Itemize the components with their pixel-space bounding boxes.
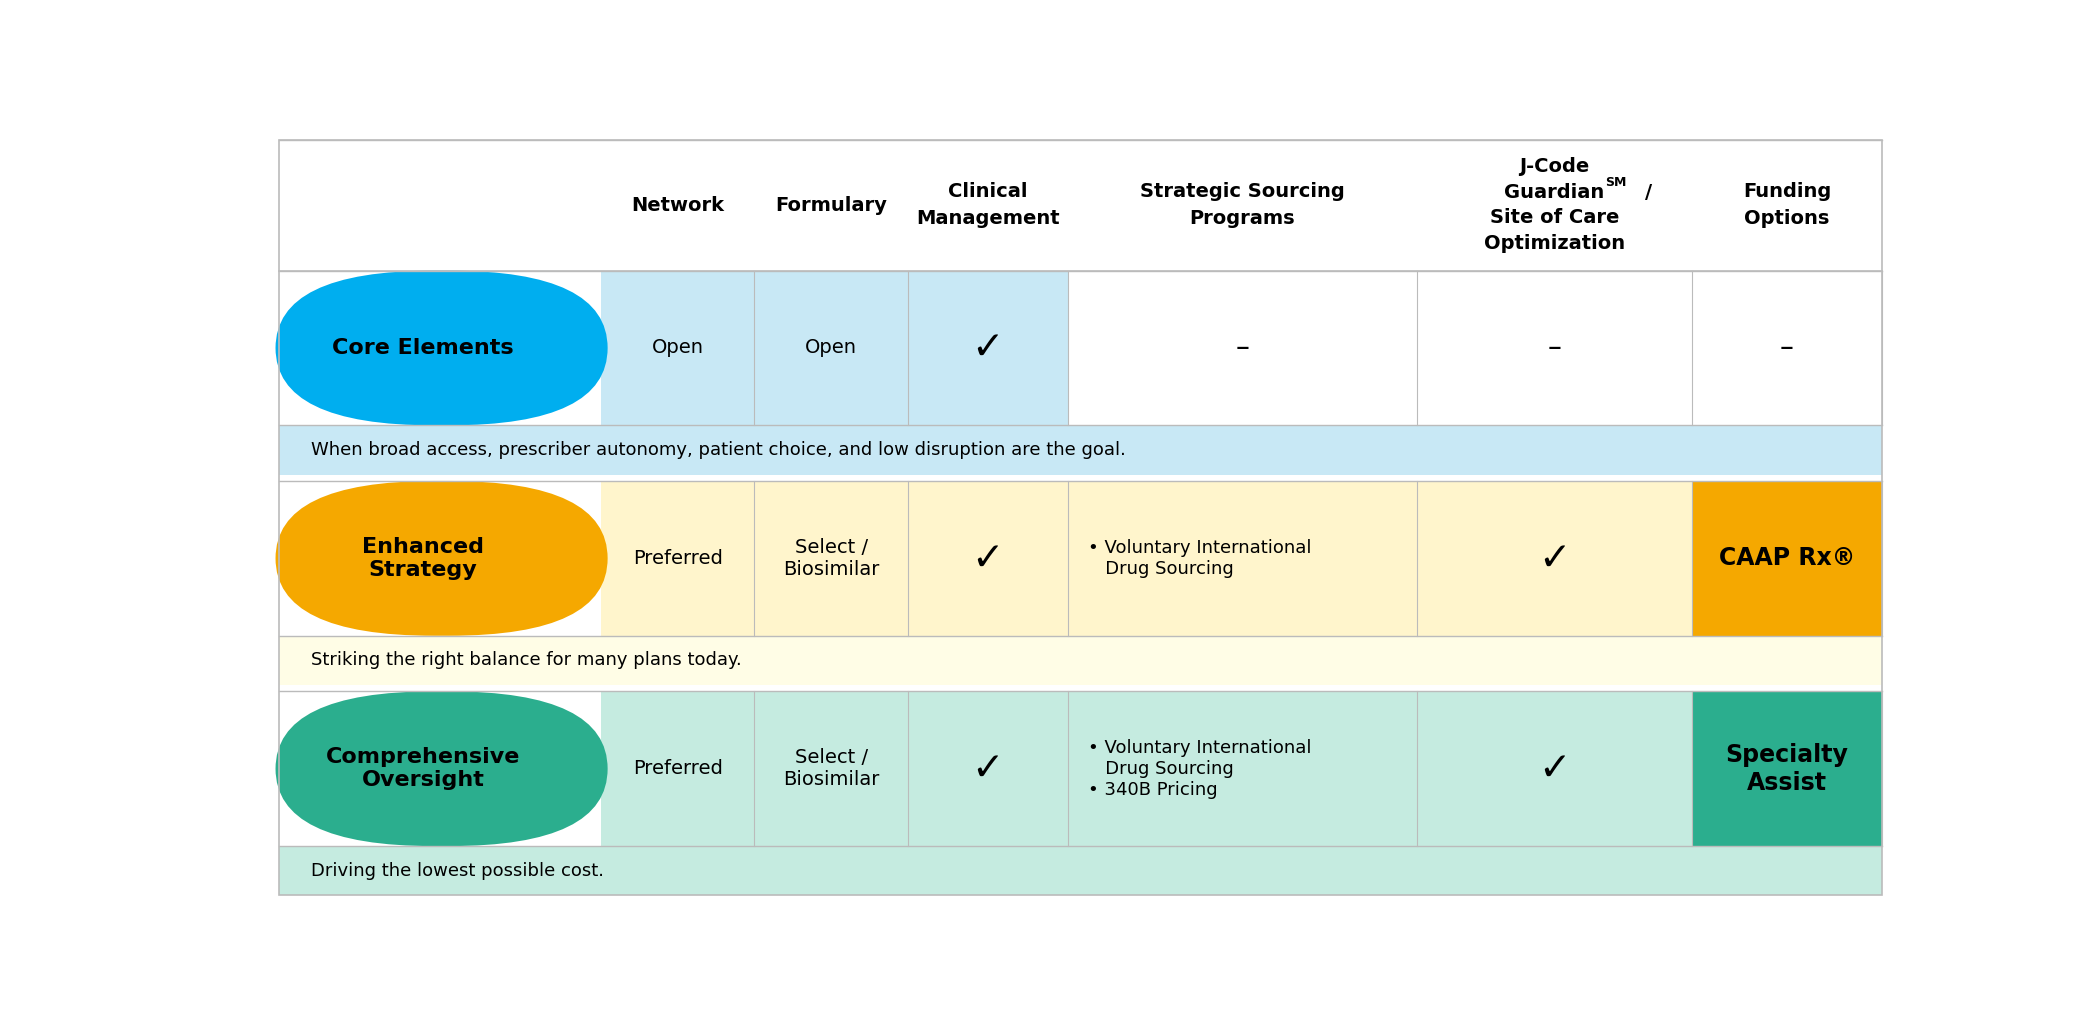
- Bar: [279, 846, 1882, 895]
- Text: Driving the lowest possible cost.: Driving the lowest possible cost.: [311, 862, 605, 879]
- Bar: [1418, 481, 1693, 636]
- Text: ✓: ✓: [972, 329, 1004, 367]
- Text: Preferred: Preferred: [632, 548, 722, 568]
- Text: –: –: [1548, 334, 1560, 362]
- Text: Open: Open: [651, 338, 704, 358]
- Text: When broad access, prescriber autonomy, patient choice, and low disruption are t: When broad access, prescriber autonomy, …: [311, 441, 1126, 459]
- Text: Guardian: Guardian: [1504, 182, 1604, 202]
- Text: • Voluntary International
   Drug Sourcing
• 340B Pricing: • Voluntary International Drug Sourcing …: [1088, 739, 1310, 799]
- Text: ✓: ✓: [1537, 539, 1571, 577]
- Bar: [1069, 692, 1418, 846]
- Text: J-Code: J-Code: [1518, 158, 1590, 176]
- Bar: [754, 481, 907, 636]
- Text: Preferred: Preferred: [632, 759, 722, 778]
- Bar: [754, 270, 907, 426]
- Text: ✓: ✓: [972, 539, 1004, 577]
- Text: Specialty
Assist: Specialty Assist: [1726, 743, 1848, 795]
- Bar: [601, 270, 754, 426]
- Text: Formulary: Formulary: [775, 196, 886, 214]
- Text: Network: Network: [632, 196, 724, 214]
- Text: Select /
Biosimilar: Select / Biosimilar: [783, 749, 880, 790]
- Text: ✓: ✓: [1537, 750, 1571, 788]
- FancyBboxPatch shape: [275, 270, 607, 426]
- Text: Striking the right balance for many plans today.: Striking the right balance for many plan…: [311, 652, 741, 669]
- Text: ✓: ✓: [972, 750, 1004, 788]
- Text: Comprehensive
Oversight: Comprehensive Oversight: [326, 747, 521, 791]
- Bar: [279, 426, 1882, 474]
- Bar: [1693, 481, 1882, 636]
- Text: Options: Options: [1745, 208, 1829, 228]
- Bar: [601, 481, 754, 636]
- Text: Site of Care: Site of Care: [1489, 208, 1619, 227]
- Bar: [907, 481, 1069, 636]
- Text: /: /: [1644, 182, 1653, 202]
- Text: Funding: Funding: [1743, 182, 1831, 201]
- Text: –: –: [1781, 334, 1793, 362]
- Bar: [279, 139, 1882, 270]
- Text: Core Elements: Core Elements: [332, 338, 514, 358]
- Bar: [1069, 481, 1418, 636]
- Bar: [1693, 270, 1882, 426]
- Text: SM: SM: [1604, 175, 1628, 189]
- Bar: [907, 692, 1069, 846]
- Text: CAAP Rx®: CAAP Rx®: [1718, 546, 1854, 570]
- Text: Strategic Sourcing: Strategic Sourcing: [1140, 182, 1344, 201]
- Text: Optimization: Optimization: [1485, 234, 1625, 253]
- FancyBboxPatch shape: [275, 692, 607, 846]
- Bar: [754, 692, 907, 846]
- Bar: [1418, 692, 1693, 846]
- Text: • Voluntary International
   Drug Sourcing: • Voluntary International Drug Sourcing: [1088, 539, 1310, 577]
- Bar: [601, 692, 754, 846]
- Text: Select /
Biosimilar: Select / Biosimilar: [783, 538, 880, 578]
- Bar: [1069, 270, 1418, 426]
- FancyBboxPatch shape: [275, 481, 607, 636]
- Bar: [907, 270, 1069, 426]
- Bar: [1693, 692, 1882, 846]
- Text: Management: Management: [916, 208, 1060, 228]
- Text: Open: Open: [804, 338, 857, 358]
- Text: –: –: [1235, 334, 1250, 362]
- Text: Programs: Programs: [1189, 208, 1296, 228]
- Bar: [279, 636, 1882, 685]
- Text: Enhanced
Strategy: Enhanced Strategy: [361, 537, 485, 580]
- Bar: [1418, 270, 1693, 426]
- Text: Clinical: Clinical: [949, 182, 1027, 201]
